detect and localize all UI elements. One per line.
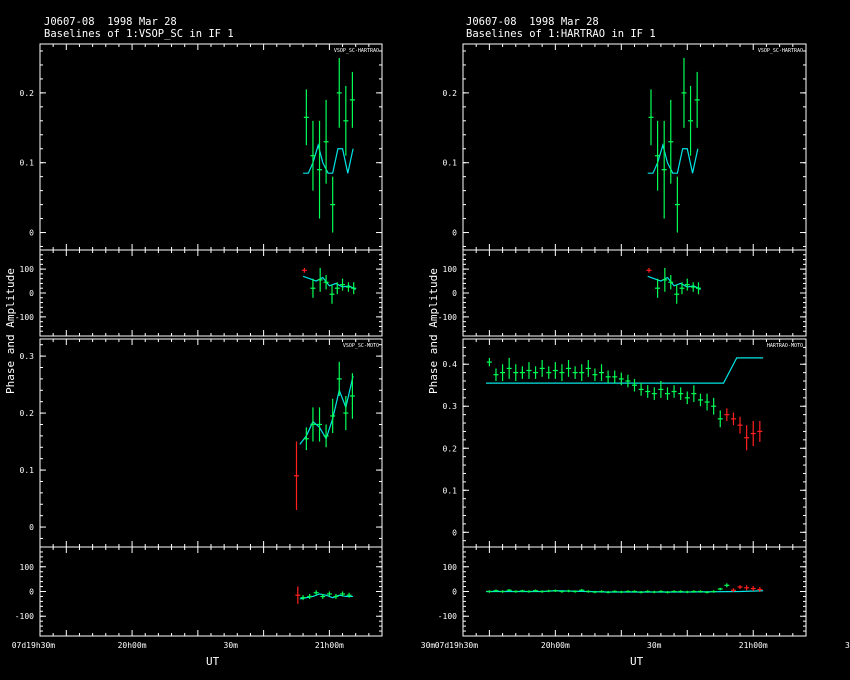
- right-vsop-sc-hartrao-amplitude-frame: [462, 43, 807, 251]
- left-title-line2: Baselines of 1:VSOP_SC in IF 1: [44, 28, 234, 40]
- right-hartrao-moto-amplitude-ytick-label: 0.4: [443, 360, 458, 369]
- left-title-line1: J0607-08 1998 Mar 28: [44, 16, 177, 28]
- left-vsop-sc-moto-baseline-label: VSOP_SC-MOTO: [343, 343, 379, 349]
- right-hartrao-moto-amplitude-ytick-label: 0: [452, 528, 457, 537]
- left-vsop-sc-hartrao-phase-ytick-label: 0: [29, 289, 34, 298]
- left-vsop-sc-moto-amplitude-ytick-label: 0: [29, 523, 34, 532]
- left-y-axis-label: Phase and Amplitude: [4, 268, 17, 394]
- left-vsop-sc-moto-phase-ytick-label: 100: [20, 563, 35, 572]
- right-hartrao-moto-amplitude-model-line: [486, 357, 764, 384]
- left-x-axis-label: UT: [206, 655, 220, 668]
- left-xtick-label: 20h00m: [118, 641, 147, 650]
- right-hartrao-moto-amplitude-ytick-label: 0.2: [443, 444, 458, 453]
- left-vsop-sc-hartrao-amplitude-frame: [39, 43, 383, 251]
- left-vsop-sc-hartrao-phase-ytick-label: 100: [20, 265, 35, 274]
- right-xtick-label: 30m: [647, 641, 662, 650]
- left-vsop-sc-moto-amplitude-frame: [39, 338, 383, 548]
- right-vsop-sc-hartrao-phase-model-line: [647, 275, 701, 290]
- right-xtick-label: 07d19h30m: [435, 641, 479, 650]
- left-xtick-label: 21h00m: [315, 641, 344, 650]
- left-vsop-sc-moto-amplitude-ytick-label: 0.2: [20, 409, 35, 418]
- right-hartrao-moto-amplitude-frame: [462, 338, 807, 548]
- right-vsop-sc-hartrao-amplitude-ytick-label: 0: [452, 229, 457, 238]
- right-hartrao-moto-amplitude-ytick-label: 0.1: [443, 486, 458, 495]
- left-xtick-label: 07d19h30m: [12, 641, 56, 650]
- right-xtick-label: 30m: [845, 641, 850, 650]
- right-hartrao-moto-amplitude-ytick-label: 0.3: [443, 402, 458, 411]
- right-title-line2: Baselines of 1:HARTRAO in IF 1: [466, 28, 656, 40]
- right-vsop-sc-hartrao-baseline-label: VSOP_SC-HARTRAO: [758, 48, 803, 54]
- left-xtick-label: 30m: [224, 641, 239, 650]
- right-hartrao-moto-phase-ytick-label: 100: [443, 563, 458, 572]
- right-hartrao-moto-phase-ytick-label: -100: [438, 612, 457, 621]
- left-vsop-sc-hartrao-amplitude-ytick-label: 0.1: [20, 159, 35, 168]
- left-vsop-sc-hartrao-amplitude-model-line: [303, 143, 354, 174]
- right-y-axis-label: Phase and Amplitude: [427, 268, 440, 394]
- right-title-line1: J0607-08 1998 Mar 28: [466, 16, 599, 28]
- right-vsop-sc-hartrao-phase-frame: [462, 249, 807, 337]
- right-xtick-label: 20h00m: [541, 641, 570, 650]
- left-vsop-sc-hartrao-phase-model-line: [302, 275, 356, 290]
- right-vsop-sc-hartrao-amplitude-ytick-label: 0.2: [443, 89, 458, 98]
- left-xtick-label: 30m: [421, 641, 436, 650]
- left-vsop-sc-moto-phase-frame: [39, 546, 383, 637]
- right-hartrao-moto-phase-ytick-label: 0: [452, 588, 457, 597]
- left-vsop-sc-hartrao-baseline-label: VSOP_SC-HARTRAO: [334, 48, 379, 54]
- left-vsop-sc-hartrao-amplitude-ytick-label: 0: [29, 229, 34, 238]
- right-x-axis-label: UT: [630, 655, 644, 668]
- left-vsop-sc-moto-amplitude-ytick-label: 0.3: [20, 352, 35, 361]
- right-xtick-label: 21h00m: [739, 641, 768, 650]
- left-vsop-sc-hartrao-phase-frame: [39, 249, 383, 337]
- right-hartrao-moto-baseline-label: HARTRAO-MOTO: [767, 343, 803, 349]
- right-vsop-sc-hartrao-phase-ytick-label: -100: [438, 313, 457, 322]
- left-vsop-sc-hartrao-phase-ytick-label: -100: [15, 313, 34, 322]
- left-vsop-sc-moto-phase-ytick-label: -100: [15, 612, 34, 621]
- left-vsop-sc-moto-phase-ytick-label: 0: [29, 588, 34, 597]
- left-vsop-sc-moto-phase-model-line: [299, 593, 354, 600]
- right-vsop-sc-hartrao-amplitude-ytick-label: 0.1: [443, 159, 458, 168]
- left-vsop-sc-hartrao-amplitude-ytick-label: 0.2: [20, 89, 35, 98]
- right-vsop-sc-hartrao-amplitude-model-line: [647, 143, 699, 174]
- right-vsop-sc-hartrao-phase-ytick-label: 100: [443, 265, 458, 274]
- left-vsop-sc-moto-amplitude-ytick-label: 0.1: [20, 466, 35, 475]
- right-vsop-sc-hartrao-phase-ytick-label: 0: [452, 289, 457, 298]
